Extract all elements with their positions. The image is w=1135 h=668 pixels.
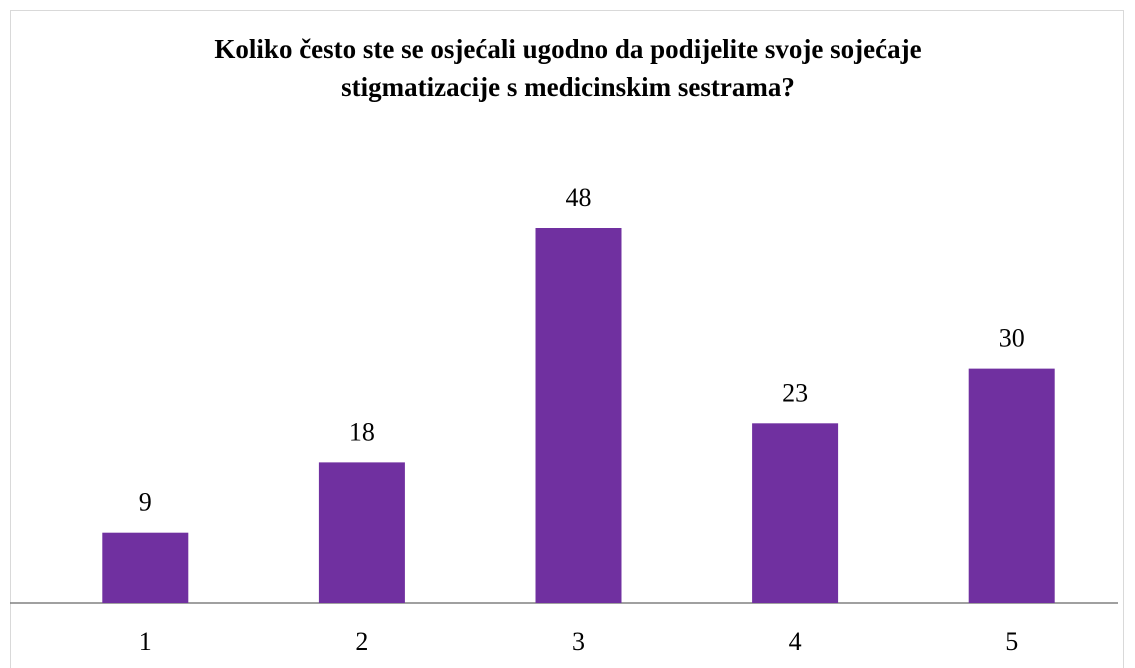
bar <box>102 532 189 603</box>
x-tick-label: 4 <box>789 627 802 656</box>
chart-frame <box>10 10 1124 668</box>
bar <box>968 368 1055 603</box>
x-tick-label: 3 <box>572 627 585 656</box>
bar <box>535 228 622 603</box>
data-label: 48 <box>566 183 592 212</box>
x-tick-label: 2 <box>355 627 368 656</box>
data-label: 18 <box>349 417 375 446</box>
x-tick-label: 1 <box>139 627 152 656</box>
bar <box>752 423 839 603</box>
x-tick-label: 5 <box>1005 627 1018 656</box>
data-label: 23 <box>782 378 808 407</box>
chart-title: Koliko često ste se osjećali ugodno da p… <box>214 34 922 102</box>
bar <box>318 462 405 603</box>
data-label: 9 <box>139 488 152 517</box>
data-label: 30 <box>999 324 1025 353</box>
